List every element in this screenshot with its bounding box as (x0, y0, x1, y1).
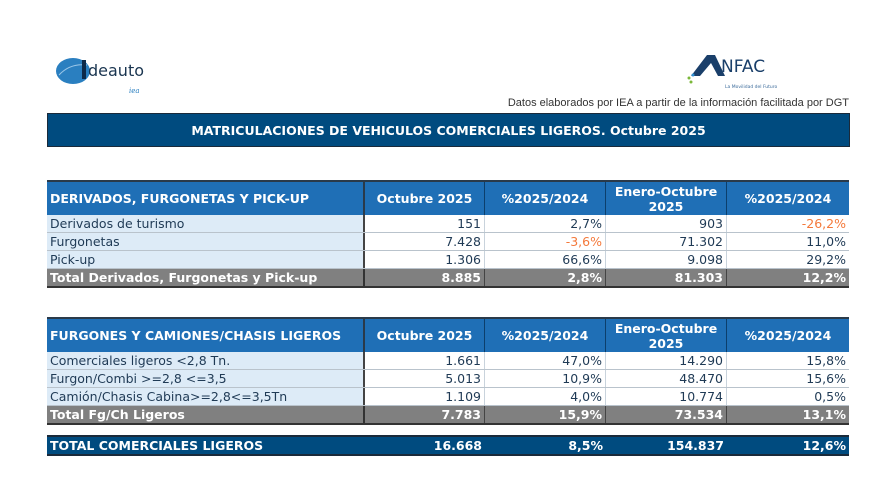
cell: Octubre 2025 (365, 319, 485, 352)
cell: 2,8% (485, 269, 606, 286)
svg-text:deauto: deauto (88, 61, 144, 80)
svg-text:NFAC: NFAC (721, 57, 765, 77)
row-label: Total Fg/Ch Ligeros (47, 406, 365, 423)
cell: 12,2% (802, 270, 846, 285)
cell: 903 (606, 215, 727, 232)
cell: 12,6% (802, 438, 846, 453)
cell: 151 (365, 215, 485, 232)
anfac-logo: NFAC La Movilidad del Futuro (685, 54, 810, 92)
cell: %2025/2024 (485, 319, 606, 352)
table-header: DERIVADOS, FURGONETAS Y PICK-UP Octubre 2… (47, 180, 849, 215)
cell: -26,2% (801, 216, 846, 231)
cell: 81.303 (606, 269, 727, 286)
cell: 4,0% (485, 388, 606, 405)
total-row: Total Fg/Ch Ligeros 7.783 15,9% 73.534 13,1% (47, 406, 849, 425)
total-row: Total Derivados, Furgonetas y Pick-up 8.8… (47, 269, 849, 288)
cell: 1.661 (365, 352, 485, 369)
cell: 7.428 (365, 233, 485, 250)
cell: %2025/2024 (744, 328, 832, 343)
cell: Octubre 2025 (365, 182, 485, 215)
cell: Enero-Octubre 2025 (606, 319, 727, 352)
cell: 10,9% (485, 370, 606, 387)
cell: 1.109 (365, 388, 485, 405)
table-header: FURGONES Y CAMIONES/CHASIS LIGEROS Octubr… (47, 317, 849, 352)
row-label: Camión/Chasis Cabina>=2,8<=3,5Tn (47, 388, 365, 405)
cell: 14.290 (606, 352, 727, 369)
cell: 1.306 (365, 251, 485, 268)
table-row: Furgon/Combi >=2,8 <=3,5 5.013 10,9% 48.470… (47, 370, 849, 388)
cell: 15,9% (485, 406, 606, 423)
row-label: TOTAL COMERCIALES LIGEROS (50, 438, 264, 453)
table-derivados-furgonetas-pickup: DERIVADOS, FURGONETAS Y PICK-UP Octubre 2… (47, 180, 849, 288)
cell: 0,5% (814, 389, 846, 404)
table-row: Derivados de turismo 151 2,7% 903 -26,2% (47, 215, 849, 233)
cell: 11,0% (806, 234, 846, 249)
source-note: Datos elaborados por IEA a partir de la … (507, 97, 849, 109)
svg-text:La Movilidad del Futuro: La Movilidad del Futuro (725, 84, 778, 90)
cell: 7.783 (365, 406, 485, 423)
cell: 13,1% (802, 407, 846, 422)
table-row: Furgonetas 7.428 -3,6% 71.302 11,0% (47, 233, 849, 251)
table-furgones-camiones-chasis: FURGONES Y CAMIONES/CHASIS LIGEROS Octubr… (47, 317, 849, 425)
cell: 15,6% (806, 371, 846, 386)
cell: 29,2% (806, 252, 846, 267)
cell: 48.470 (606, 370, 727, 387)
report-title: MATRICULACIONES DE VEHICULOS COMERCIALES… (47, 113, 850, 147)
cell: 8.885 (365, 269, 485, 286)
row-label: Furgonetas (47, 233, 365, 250)
row-label: Total Derivados, Furgonetas y Pick-up (47, 269, 365, 286)
cell: 47,0% (485, 352, 606, 369)
cell: 2,7% (485, 215, 606, 232)
table-grand-total: TOTAL COMERCIALES LIGEROS 16.668 8,5% 154.8… (47, 435, 849, 456)
table-row: Camión/Chasis Cabina>=2,8<=3,5Tn 1.109 4,0… (47, 388, 849, 406)
row-label: Comerciales ligeros <2,8 Tn. (47, 352, 365, 369)
table-row: Pick-up 1.306 66,6% 9.098 29,2% (47, 251, 849, 269)
cell: 154.837 (667, 438, 724, 453)
table-row: Comerciales ligeros <2,8 Tn. 1.661 47,0% 14… (47, 352, 849, 370)
row-label: Furgon/Combi >=2,8 <=3,5 (47, 370, 365, 387)
cell: Enero-Octubre 2025 (606, 182, 727, 215)
cell: 15,8% (806, 353, 846, 368)
svg-text:iea: iea (129, 87, 140, 95)
row-label: Pick-up (47, 251, 365, 268)
row-label: Derivados de turismo (47, 215, 365, 232)
grand-total-row: TOTAL COMERCIALES LIGEROS 16.668 8,5% 154.8… (47, 435, 849, 456)
cell: 16.668 (433, 438, 482, 453)
cell: 73.534 (606, 406, 727, 423)
row-label: FURGONES Y CAMIONES/CHASIS LIGEROS (47, 319, 365, 352)
ideauto-logo: deauto iea (55, 56, 175, 96)
row-label: DERIVADOS, FURGONETAS Y PICK-UP (47, 182, 365, 215)
cell: 5.013 (365, 370, 485, 387)
cell: 9.098 (606, 251, 727, 268)
cell: 8,5% (568, 438, 603, 453)
cell: 10.774 (606, 388, 727, 405)
cell: -3,6% (485, 233, 606, 250)
cell: %2025/2024 (744, 191, 832, 206)
cell: 66,6% (485, 251, 606, 268)
cell: 71.302 (606, 233, 727, 250)
cell: %2025/2024 (485, 182, 606, 215)
